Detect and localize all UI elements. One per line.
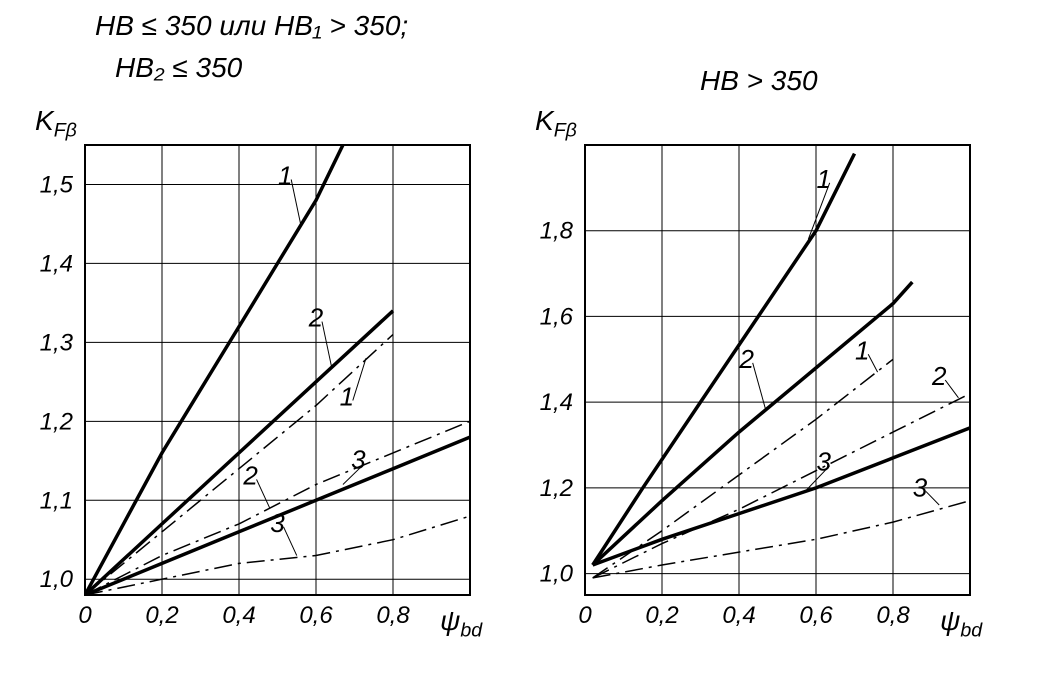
y-axis-title-left: KFβ bbox=[35, 105, 77, 143]
right-chart-xtick-label: 0 bbox=[578, 602, 592, 629]
x-axis-title-right: ψbd bbox=[940, 605, 982, 643]
x-axis-title-left: ψbd bbox=[440, 605, 482, 643]
header-right-title: HB > 350 bbox=[700, 65, 818, 97]
left-chart-label-leader bbox=[291, 179, 300, 223]
left-chart-ytick-label: 1,5 bbox=[40, 171, 74, 198]
right-chart-xtick-label: 0,4 bbox=[722, 602, 755, 629]
right-chart-ytick-label: 1,6 bbox=[540, 303, 574, 330]
right-chart-label-leader bbox=[945, 380, 958, 398]
left-chart-series-label: 1 bbox=[278, 160, 292, 190]
right-chart-series-label: 2 bbox=[738, 344, 754, 374]
charts-svg: 00,20,40,60,81,01,11,21,31,41,512123300,… bbox=[0, 0, 1048, 678]
right-chart-series-d1 bbox=[593, 359, 893, 578]
left-chart-xtick-label: 0,6 bbox=[299, 602, 333, 629]
right-chart-series-s1 bbox=[593, 154, 855, 565]
left-chart-xtick-label: 0 bbox=[78, 602, 92, 629]
right-chart: 0 0,2 0,4 0,6 0,8 1,0 1,2 1,4 1,6 1,8 1 2 1 2 3 3 bbox=[540, 145, 970, 629]
header-left-line2: HB₂ ≤ 350 bbox=[115, 52, 242, 84]
right-chart-series-label: 1 bbox=[816, 164, 830, 194]
left-chart-label-leader bbox=[284, 527, 297, 556]
left-chart-series-label: 2 bbox=[308, 303, 324, 333]
left-chart-xtick-label: 0,8 bbox=[376, 602, 410, 629]
header-left-line2-text: HB₂ ≤ 350 bbox=[115, 52, 242, 83]
left-chart-ytick-label: 1,2 bbox=[40, 408, 73, 435]
right-chart-border bbox=[585, 145, 970, 595]
left-chart-ytick-label: 1,4 bbox=[40, 250, 73, 277]
left-chart-ytick-label: 1,1 bbox=[40, 487, 73, 514]
header-left-line1-text: HB ≤ 350 или HB₁ > 350; bbox=[95, 10, 408, 41]
header-left-line1: HB ≤ 350 или HB₁ > 350; bbox=[95, 10, 408, 42]
right-chart-series-label: 1 bbox=[855, 335, 869, 365]
left-chart-series-label: 3 bbox=[270, 508, 285, 538]
left-chart-label-leader bbox=[257, 479, 270, 508]
right-chart-label-leader bbox=[868, 354, 877, 372]
left-chart-xtick-label: 0,2 bbox=[145, 602, 178, 629]
right-chart-series-label: 3 bbox=[913, 472, 928, 502]
y-axis-title-right: KFβ bbox=[535, 105, 577, 143]
right-chart-series-label: 3 bbox=[816, 447, 831, 477]
right-chart-ytick-label: 1,2 bbox=[540, 475, 573, 502]
right-chart-label-leader bbox=[926, 491, 939, 505]
right-chart-xtick-label: 0,6 bbox=[799, 602, 833, 629]
left-chart-ytick-label: 1,3 bbox=[40, 329, 74, 356]
left-chart-series-label: 3 bbox=[351, 445, 366, 475]
left-chart-xtick-label: 0,4 bbox=[222, 602, 255, 629]
left-chart-series-s1 bbox=[85, 145, 343, 595]
right-chart-ytick-label: 1,8 bbox=[540, 218, 574, 245]
header-right-title-text: HB > 350 bbox=[700, 65, 818, 96]
right-chart-ytick-label: 1,0 bbox=[540, 561, 574, 588]
right-chart-label-leader bbox=[753, 363, 766, 411]
left-chart: 00,20,40,60,81,01,11,21,31,41,5121233 bbox=[40, 145, 470, 629]
right-chart-series-label: 2 bbox=[931, 361, 947, 391]
right-chart-ytick-label: 1,4 bbox=[540, 389, 573, 416]
left-chart-series-label: 2 bbox=[242, 460, 258, 490]
left-chart-ytick-label: 1,0 bbox=[40, 566, 74, 593]
right-chart-xtick-label: 0,2 bbox=[645, 602, 678, 629]
left-chart-series-label: 1 bbox=[340, 382, 354, 412]
left-chart-label-leader bbox=[353, 358, 366, 400]
right-chart-xtick-label: 0,8 bbox=[876, 602, 910, 629]
left-chart-label-leader bbox=[322, 322, 331, 366]
